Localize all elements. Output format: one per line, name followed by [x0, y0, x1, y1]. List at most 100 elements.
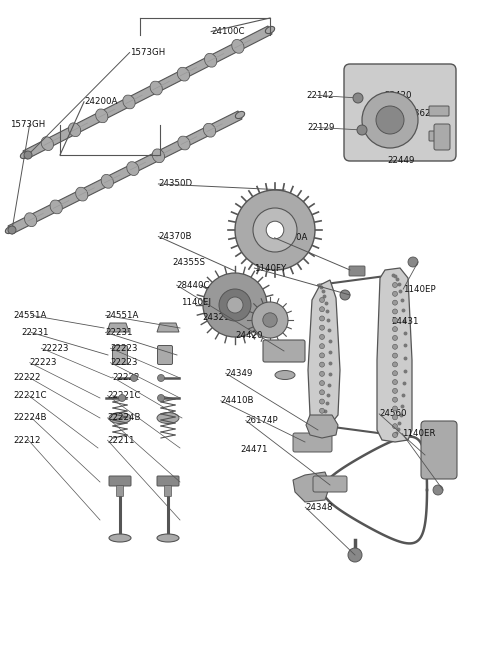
Circle shape [320, 334, 324, 340]
Text: 24431: 24431 [391, 317, 419, 327]
Circle shape [131, 374, 137, 382]
Polygon shape [8, 111, 242, 234]
Circle shape [252, 302, 288, 338]
Circle shape [393, 344, 397, 350]
Text: 22223: 22223 [110, 344, 138, 353]
Circle shape [393, 309, 397, 314]
Circle shape [393, 300, 397, 305]
Text: 1140FY: 1140FY [254, 263, 287, 273]
FancyBboxPatch shape [157, 476, 179, 486]
Circle shape [266, 221, 284, 238]
Circle shape [348, 548, 362, 562]
Ellipse shape [109, 534, 131, 542]
Circle shape [393, 380, 397, 384]
FancyBboxPatch shape [165, 486, 171, 497]
Ellipse shape [101, 175, 113, 189]
Circle shape [362, 92, 418, 148]
Circle shape [253, 208, 297, 252]
Ellipse shape [20, 151, 30, 158]
Text: 1140EJ: 1140EJ [181, 298, 211, 307]
Text: 24370B: 24370B [158, 232, 192, 241]
Circle shape [119, 394, 125, 401]
Ellipse shape [127, 162, 139, 175]
Circle shape [24, 151, 32, 159]
Circle shape [357, 125, 367, 135]
Polygon shape [157, 323, 179, 332]
Text: 1573GH: 1573GH [10, 120, 45, 129]
Ellipse shape [109, 413, 131, 424]
Circle shape [393, 424, 397, 428]
Ellipse shape [178, 136, 190, 150]
Text: 22223: 22223 [41, 344, 69, 353]
Text: 22224B: 22224B [108, 413, 141, 422]
Circle shape [157, 374, 165, 382]
FancyBboxPatch shape [344, 64, 456, 161]
Ellipse shape [265, 26, 275, 34]
Circle shape [320, 371, 324, 376]
Ellipse shape [204, 124, 216, 137]
Ellipse shape [275, 371, 295, 380]
Text: 24321: 24321 [203, 313, 230, 323]
Circle shape [393, 283, 397, 288]
Text: 22221C: 22221C [13, 391, 47, 400]
Text: 26174P: 26174P [246, 416, 278, 425]
Text: 24560: 24560 [379, 409, 407, 419]
Circle shape [320, 362, 324, 367]
Circle shape [393, 291, 397, 296]
Circle shape [320, 353, 324, 358]
Polygon shape [23, 26, 272, 159]
Ellipse shape [157, 534, 179, 542]
Text: 24355S: 24355S [173, 258, 206, 267]
Circle shape [393, 415, 397, 420]
Circle shape [393, 397, 397, 402]
Text: 1140ER: 1140ER [402, 429, 436, 438]
FancyBboxPatch shape [429, 106, 449, 116]
Text: 23420: 23420 [384, 91, 411, 100]
FancyBboxPatch shape [157, 346, 172, 365]
Circle shape [393, 362, 397, 367]
Text: 24420: 24420 [235, 330, 263, 340]
Text: 22222: 22222 [13, 373, 41, 382]
Text: 22231: 22231 [21, 328, 48, 337]
Ellipse shape [204, 53, 217, 67]
Ellipse shape [96, 109, 108, 123]
FancyBboxPatch shape [421, 421, 457, 479]
Ellipse shape [123, 95, 135, 109]
Ellipse shape [50, 200, 62, 214]
Ellipse shape [232, 39, 244, 53]
Circle shape [227, 297, 243, 313]
Text: 24100C: 24100C [211, 27, 245, 36]
FancyBboxPatch shape [293, 433, 332, 452]
Ellipse shape [76, 187, 88, 201]
Circle shape [320, 307, 324, 311]
Circle shape [219, 289, 251, 321]
Text: 22223: 22223 [30, 358, 57, 367]
Circle shape [320, 344, 324, 349]
Text: 24440A: 24440A [275, 233, 308, 242]
Text: 22142: 22142 [306, 91, 334, 100]
Circle shape [320, 380, 324, 386]
Text: 24410B: 24410B [221, 396, 254, 405]
Circle shape [320, 399, 324, 404]
Circle shape [376, 106, 404, 134]
Text: 22211: 22211 [108, 436, 135, 445]
Text: 22221C: 22221C [108, 391, 141, 400]
Circle shape [320, 408, 324, 413]
Text: 24551A: 24551A [13, 311, 47, 320]
Circle shape [393, 318, 397, 323]
Circle shape [263, 313, 277, 327]
Ellipse shape [235, 112, 245, 118]
Circle shape [8, 226, 16, 234]
Polygon shape [377, 268, 412, 442]
Circle shape [393, 406, 397, 411]
Text: 22231: 22231 [106, 328, 133, 337]
Circle shape [433, 485, 443, 495]
FancyBboxPatch shape [434, 124, 450, 150]
Text: 24551A: 24551A [106, 311, 139, 320]
Text: 28440C: 28440C [177, 281, 210, 290]
Text: 24348: 24348 [305, 503, 333, 512]
Circle shape [320, 316, 324, 321]
Circle shape [320, 298, 324, 302]
Text: 22222: 22222 [112, 373, 140, 382]
Circle shape [340, 290, 350, 300]
